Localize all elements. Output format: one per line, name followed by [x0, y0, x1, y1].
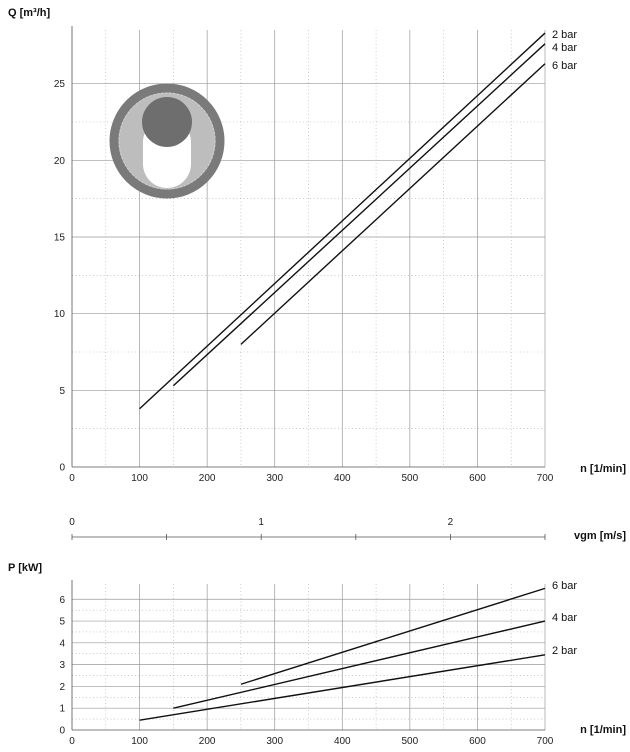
x-tick-label: 100 — [131, 736, 148, 747]
x-tick-label: 300 — [266, 473, 283, 484]
velocity-axis-label: vgm [m/s] — [574, 530, 626, 542]
y-tick-label: 20 — [54, 156, 66, 167]
x-tick-label: 700 — [537, 736, 554, 747]
y-axis-label: Q [m³/h] — [8, 7, 50, 19]
x-tick-label: 100 — [131, 473, 148, 484]
series-line — [139, 654, 546, 721]
series-label: 2 bar — [552, 645, 577, 657]
y-tick-label: 25 — [54, 79, 66, 90]
velocity-tick-label: 0 — [69, 517, 75, 528]
x-tick-label: 300 — [266, 736, 283, 747]
y-tick-label: 1 — [59, 704, 65, 715]
y-tick-label: 3 — [59, 660, 65, 671]
velocity-tick-label: 1 — [258, 517, 264, 528]
pump-cross-section-icon — [109, 83, 225, 199]
x-tick-label: 600 — [469, 736, 486, 747]
x-tick-label: 0 — [69, 736, 75, 747]
series-line — [172, 43, 546, 387]
y-tick-label: 10 — [54, 309, 66, 320]
x-tick-label: 700 — [537, 473, 554, 484]
y-tick-label: 0 — [59, 726, 65, 737]
velocity-axis: 0 1 2 vgm [m/s] — [69, 517, 626, 542]
series-line — [139, 32, 546, 410]
x-tick-label: 400 — [334, 473, 351, 484]
series-label: 4 bar — [552, 42, 577, 54]
series-line — [240, 63, 546, 345]
x-tick-label: 400 — [334, 736, 351, 747]
flow-chart: 0 100 200 300 400 500 600 700 0 5 10 15 20 25 Q [m³/h]… — [8, 7, 626, 484]
y-tick-label: 2 — [59, 682, 65, 693]
y-tick-label: 5 — [59, 386, 65, 397]
series-line — [240, 587, 546, 685]
series-label: 4 bar — [552, 612, 577, 624]
x-tick-label: 600 — [469, 473, 486, 484]
x-axis-label: n [1/min] — [580, 463, 626, 475]
series-label: 2 bar — [552, 29, 577, 41]
x-axis-label: n [1/min] — [580, 724, 626, 736]
x-tick-label: 0 — [69, 473, 75, 484]
series-label: 6 bar — [552, 60, 577, 72]
power-chart: 0 100 200 300 400 500 600 700 0 1 2 3 4 5 6 P [kW] n [1/… — [8, 562, 626, 747]
y-tick-label: 4 — [59, 638, 65, 649]
y-tick-label: 0 — [59, 463, 65, 474]
x-tick-label: 200 — [199, 473, 216, 484]
series-line — [173, 620, 546, 709]
x-tick-label: 500 — [402, 736, 419, 747]
x-tick-label: 200 — [199, 736, 216, 747]
y-tick-label: 6 — [59, 595, 65, 606]
y-tick-label: 15 — [54, 233, 66, 244]
series-label: 6 bar — [552, 580, 577, 592]
velocity-tick-label: 2 — [448, 517, 454, 528]
y-axis-label: P [kW] — [8, 562, 42, 574]
x-tick-label: 500 — [402, 473, 419, 484]
y-tick-label: 5 — [59, 617, 65, 628]
